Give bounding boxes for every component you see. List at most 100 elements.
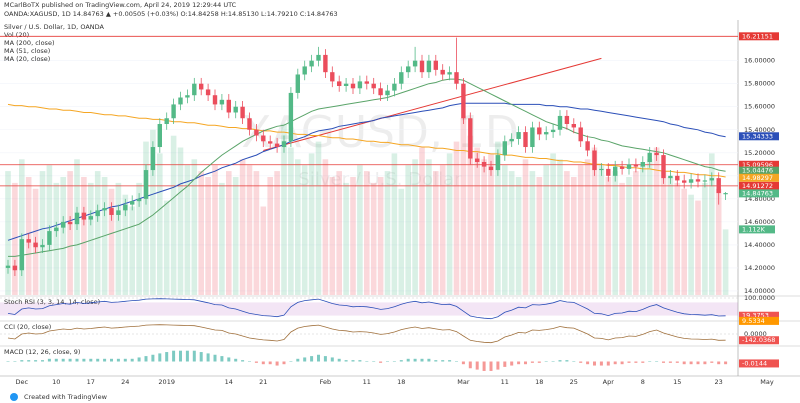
legend-entry: MA (51, close) bbox=[4, 47, 50, 55]
price-tag-label: 15.34333 bbox=[742, 132, 773, 140]
volume-bar bbox=[612, 171, 618, 295]
x-tick-label: 2019 bbox=[158, 378, 175, 386]
candle-body bbox=[164, 118, 169, 124]
y-tick-label: 15.60000 bbox=[744, 103, 775, 111]
volume-bar bbox=[129, 206, 135, 295]
candle-body bbox=[557, 115, 563, 130]
candle-body bbox=[371, 83, 376, 89]
volume-bar bbox=[695, 200, 701, 295]
y-tick-label: 14.00000 bbox=[744, 287, 775, 295]
candle-body bbox=[343, 83, 349, 86]
x-tick-label: Dec bbox=[16, 378, 29, 386]
volume-bar bbox=[136, 182, 142, 295]
volume-bar bbox=[529, 171, 536, 295]
y-tick-label: 14.20000 bbox=[744, 264, 775, 272]
x-tick-label: 24 bbox=[121, 378, 129, 386]
histogram-bar bbox=[599, 361, 603, 366]
histogram-bar bbox=[448, 360, 452, 362]
histogram-bar bbox=[482, 361, 486, 371]
candle-body bbox=[433, 60, 438, 70]
histogram-bar bbox=[96, 358, 100, 362]
y-tick-label: 15.80000 bbox=[744, 80, 775, 88]
candle-body bbox=[675, 175, 680, 181]
x-tick-label: 21 bbox=[259, 378, 267, 386]
histogram-bar bbox=[41, 360, 44, 362]
candle-body bbox=[385, 90, 390, 96]
candle-body bbox=[468, 118, 473, 159]
histogram-bar bbox=[213, 354, 217, 362]
volume-bar bbox=[205, 177, 211, 295]
volume-bar bbox=[5, 171, 11, 295]
candle-body bbox=[33, 242, 38, 248]
indicator-tag bbox=[739, 316, 779, 325]
histogram-bar bbox=[165, 352, 169, 362]
y-tick-label: 15.40000 bbox=[744, 126, 775, 134]
histogram-bar bbox=[34, 360, 38, 362]
histogram-bar bbox=[441, 360, 445, 362]
panel-title: MACD (12, 26, close, 9) bbox=[4, 348, 80, 356]
volume-bar bbox=[667, 177, 674, 295]
volume-bar bbox=[115, 182, 122, 295]
ma-line bbox=[7, 103, 726, 178]
candle-body bbox=[157, 124, 162, 148]
candle-body bbox=[268, 141, 273, 144]
histogram-bar bbox=[413, 358, 417, 362]
candle-body bbox=[19, 239, 24, 271]
histogram-bar bbox=[496, 361, 500, 370]
volume-bar bbox=[19, 159, 25, 295]
candle-body bbox=[61, 221, 66, 228]
volume-bar bbox=[260, 206, 267, 295]
candle-body bbox=[647, 152, 652, 162]
volume-bar bbox=[177, 147, 184, 295]
histogram-bar bbox=[179, 350, 182, 362]
volume-bar bbox=[12, 182, 18, 295]
histogram-bar bbox=[296, 358, 300, 362]
volume-bar bbox=[226, 171, 232, 295]
candle-body bbox=[12, 265, 18, 271]
candle-body bbox=[47, 231, 52, 245]
volume-bar bbox=[364, 171, 370, 295]
published: MCarlBoTX published on TradingView.com, … bbox=[4, 1, 237, 9]
candle-body bbox=[254, 129, 259, 136]
histogram-bar bbox=[530, 361, 534, 363]
volume-bar bbox=[674, 182, 681, 295]
candle-body bbox=[136, 198, 142, 202]
volume-bar bbox=[212, 165, 218, 295]
histogram-bar bbox=[524, 361, 527, 365]
candle-body bbox=[67, 221, 73, 225]
candle-body bbox=[723, 193, 728, 195]
panel-title: Stoch RSI (3, 3, 14, 14, close) bbox=[4, 298, 100, 306]
symbol-line: OANDA:XAGUSD, 1D 14.84763 ▲ +0.00505 (+0… bbox=[4, 10, 338, 18]
trendline bbox=[263, 57, 602, 151]
histogram-bar bbox=[116, 358, 120, 362]
candle-body bbox=[357, 81, 363, 89]
histogram-bar bbox=[641, 361, 645, 363]
histogram-bar bbox=[241, 360, 245, 362]
histogram-bar bbox=[20, 360, 24, 362]
histogram-bar bbox=[248, 361, 251, 362]
volume-bar bbox=[39, 171, 46, 295]
candle-body bbox=[40, 244, 45, 248]
volume-bar bbox=[557, 159, 563, 295]
candle-body bbox=[364, 81, 369, 84]
volume-bar bbox=[626, 177, 632, 295]
volume-bar bbox=[688, 194, 694, 295]
histogram-bar bbox=[662, 361, 665, 363]
candle-body bbox=[426, 60, 432, 73]
candle-body bbox=[688, 179, 694, 183]
candle-body bbox=[288, 92, 294, 142]
price-tag-label: 15.04476 bbox=[742, 167, 773, 175]
x-tick-label: May bbox=[760, 378, 774, 386]
x-tick-label: 10 bbox=[52, 378, 60, 386]
histogram-bar bbox=[47, 358, 51, 362]
x-tick-label: 15 bbox=[673, 378, 681, 386]
volume-bar bbox=[439, 165, 446, 295]
histogram-bar bbox=[89, 358, 93, 362]
price-tag bbox=[739, 132, 779, 141]
candle-body bbox=[447, 72, 452, 75]
volume-bar bbox=[391, 153, 398, 295]
volume-bar bbox=[253, 171, 260, 295]
ma-line bbox=[7, 102, 726, 241]
volume-bar bbox=[122, 194, 129, 295]
candle-body bbox=[130, 201, 135, 205]
